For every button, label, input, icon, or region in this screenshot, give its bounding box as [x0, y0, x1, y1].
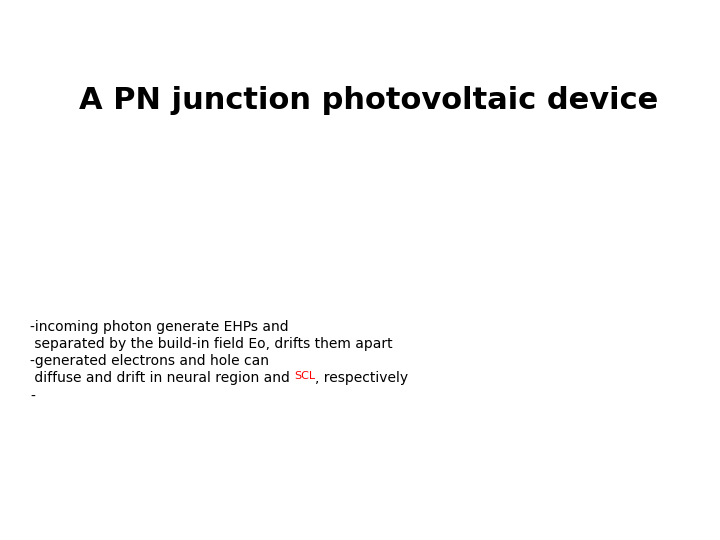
Text: -: - — [30, 390, 35, 404]
Text: , respectively: , respectively — [315, 371, 408, 385]
Text: -generated electrons and hole can: -generated electrons and hole can — [30, 354, 269, 368]
Text: diffuse and drift in neural region and: diffuse and drift in neural region and — [30, 371, 294, 385]
Text: separated by the build-in field Eo, drifts them apart: separated by the build-in field Eo, drif… — [30, 337, 392, 351]
Text: SCL: SCL — [294, 371, 315, 381]
Text: A PN junction photovoltaic device: A PN junction photovoltaic device — [79, 85, 659, 114]
Text: -incoming photon generate EHPs and: -incoming photon generate EHPs and — [30, 320, 289, 334]
